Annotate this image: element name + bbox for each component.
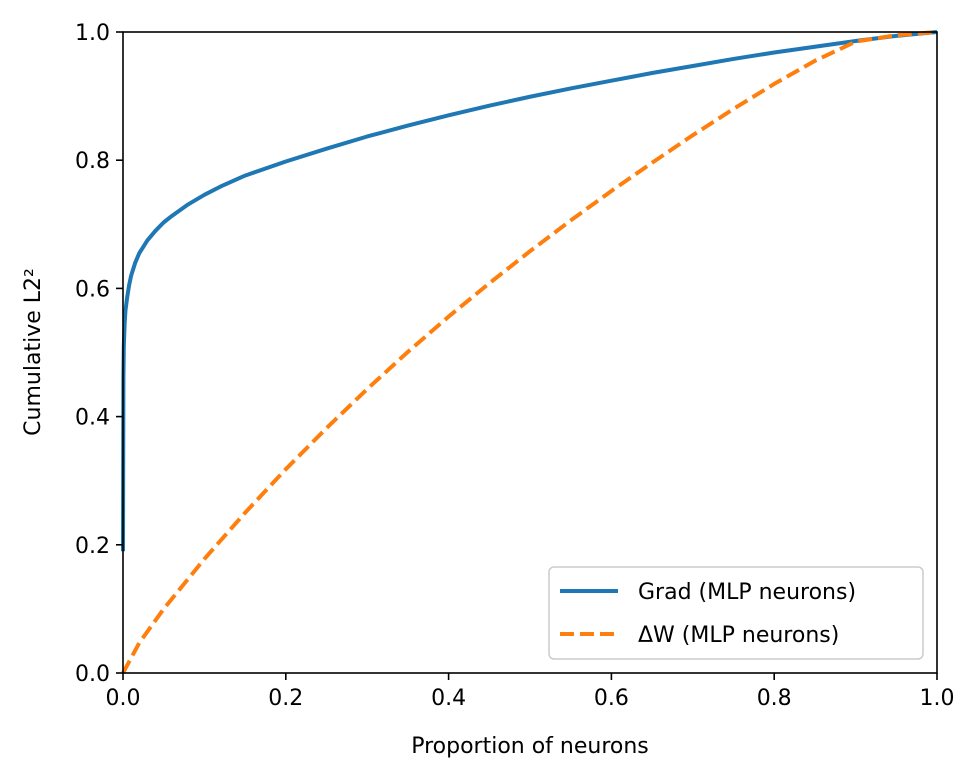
- y-tick-label-3: 0.6: [75, 277, 110, 302]
- y-tick-label-1: 0.2: [75, 534, 110, 559]
- x-tick-label-4: 0.8: [757, 686, 792, 711]
- y-tick-label-5: 1.0: [75, 21, 110, 46]
- x-tick-label-3: 0.6: [594, 686, 629, 711]
- x-axis-ticks: 0.0 0.2 0.4 0.6 0.8 1.0: [106, 673, 955, 711]
- y-tick-label-4: 0.8: [75, 149, 110, 174]
- x-tick-label-2: 0.4: [431, 686, 466, 711]
- series-line-0: [121, 30, 938, 552]
- y-axis-label: Cumulative L2²: [21, 268, 46, 436]
- x-tick-label-0: 0.0: [106, 686, 141, 711]
- y-tick-label-2: 0.4: [75, 406, 110, 431]
- legend-label-grad: Grad (MLP neurons): [638, 580, 856, 605]
- plot-area-frame: [122, 31, 938, 674]
- x-axis-label: Proportion of neurons: [411, 734, 649, 759]
- y-axis-ticks: 0.0 0.2 0.4 0.6 0.8 1.0: [75, 21, 123, 687]
- series-line-1: [121, 30, 938, 674]
- series-layer: [121, 30, 938, 674]
- legend-box: [548, 566, 924, 660]
- legend: Grad (MLP neurons) ΔW (MLP neurons): [548, 566, 924, 660]
- y-tick-label-0: 0.0: [75, 662, 110, 687]
- x-tick-label-1: 0.2: [268, 686, 303, 711]
- legend-label-delta-w: ΔW (MLP neurons): [638, 623, 839, 648]
- x-tick-label-5: 1.0: [920, 686, 955, 711]
